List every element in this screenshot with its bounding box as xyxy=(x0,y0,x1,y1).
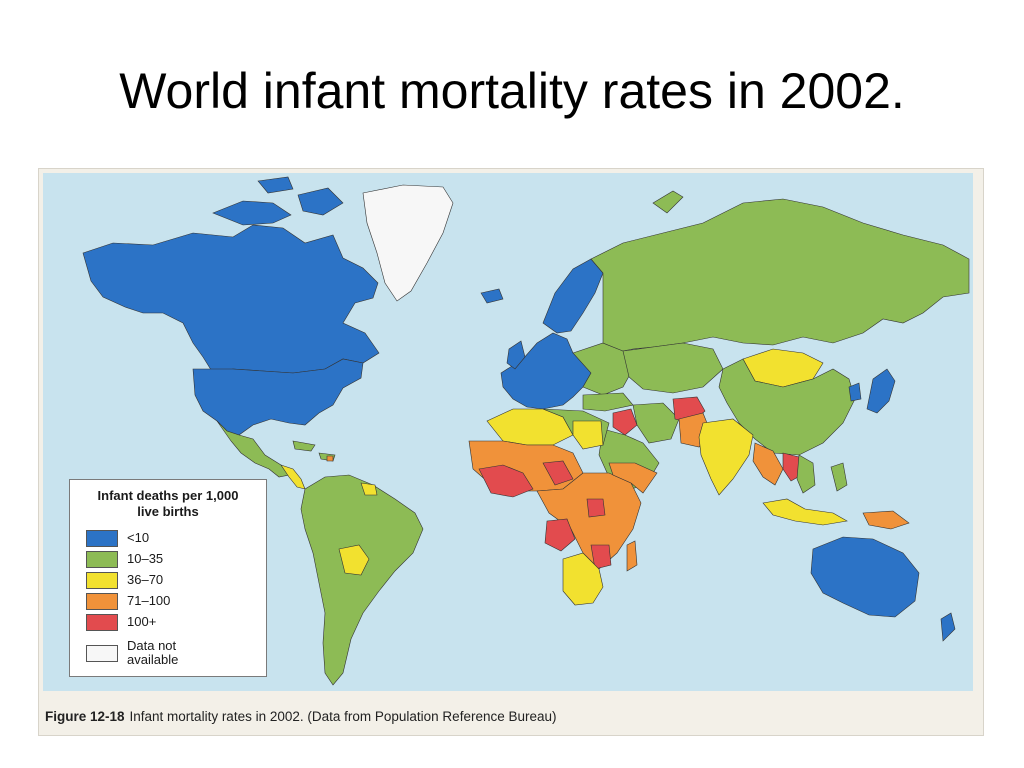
legend-item-no-data: Data not available xyxy=(86,637,256,669)
legend-label-line-2: available xyxy=(127,652,179,667)
region-china xyxy=(718,358,856,456)
region-korea xyxy=(848,382,862,402)
legend-item-10-35: 10–35 xyxy=(86,550,256,568)
region-turkey xyxy=(582,392,634,412)
legend-label-no-data: Data not available xyxy=(127,639,178,667)
legend-label: 36–70 xyxy=(127,572,164,587)
region-haiti xyxy=(326,455,334,462)
legend-swatch-71-100 xyxy=(86,592,118,610)
figure-caption: Figure 12-18 Infant mortality rates in 20… xyxy=(45,709,557,724)
legend-title: Infant deaths per 1,000 live births xyxy=(78,488,258,520)
world-map: Infant deaths per 1,000 live births <10 … xyxy=(43,173,973,691)
region-south-america xyxy=(300,474,424,686)
region-southeast-asia-orange xyxy=(752,442,784,486)
textbook-figure: Infant deaths per 1,000 live births <10 … xyxy=(38,168,984,736)
region-vietnam-thailand xyxy=(796,454,816,494)
legend-item-36-70: 36–70 xyxy=(86,571,256,589)
legend-swatch-100-plus xyxy=(86,613,118,631)
region-greenland xyxy=(362,184,454,302)
region-central-asia xyxy=(622,342,724,394)
legend-label: <10 xyxy=(127,530,150,545)
legend-label: 10–35 xyxy=(127,551,164,566)
region-canada-alaska xyxy=(82,224,380,374)
region-west-africa-red xyxy=(478,460,574,498)
region-bolivia xyxy=(338,544,370,576)
legend-label: 100+ xyxy=(127,614,157,629)
legend-label-line-1: Data not xyxy=(127,638,177,653)
figure-number: Figure 12-18 xyxy=(45,709,125,724)
region-southern-africa xyxy=(562,552,604,606)
legend-item-71-100: 71–100 xyxy=(86,592,256,610)
region-egypt xyxy=(572,420,604,450)
region-india xyxy=(698,418,754,496)
legend-label: 71–100 xyxy=(127,593,171,608)
legend-swatch-under-10 xyxy=(86,529,118,547)
region-horn-of-africa xyxy=(608,462,658,494)
region-arctic-islands xyxy=(212,176,344,226)
region-philippines xyxy=(830,462,848,492)
region-iran xyxy=(632,402,680,444)
region-australia xyxy=(810,536,920,618)
region-uk-iceland xyxy=(480,288,526,370)
legend-item-100-plus: 100+ xyxy=(86,613,256,631)
legend-swatch-no-data xyxy=(86,644,118,662)
region-guyana xyxy=(360,482,378,496)
region-new-zealand xyxy=(940,612,956,642)
region-iraq-region xyxy=(612,408,638,436)
figure-caption-text: Infant mortality rates in 2002. (Data fr… xyxy=(129,709,557,724)
region-japan xyxy=(866,368,896,414)
legend-title-line-2: live births xyxy=(137,504,199,519)
legend-item-under-10: <10 xyxy=(86,529,256,547)
legend-title-line-1: Infant deaths per 1,000 xyxy=(97,488,239,503)
legend-swatch-10-35 xyxy=(86,550,118,568)
region-madagascar xyxy=(626,540,638,572)
map-legend: Infant deaths per 1,000 live births <10 … xyxy=(69,479,267,677)
region-papua xyxy=(862,510,910,530)
region-scandinavia xyxy=(542,258,604,334)
region-central-africa-red xyxy=(544,498,612,570)
region-indonesia xyxy=(762,498,848,526)
region-novaya-zemlya xyxy=(652,190,684,214)
slide-title: World infant mortality rates in 2002. xyxy=(119,63,905,119)
legend-swatch-36-70 xyxy=(86,571,118,589)
